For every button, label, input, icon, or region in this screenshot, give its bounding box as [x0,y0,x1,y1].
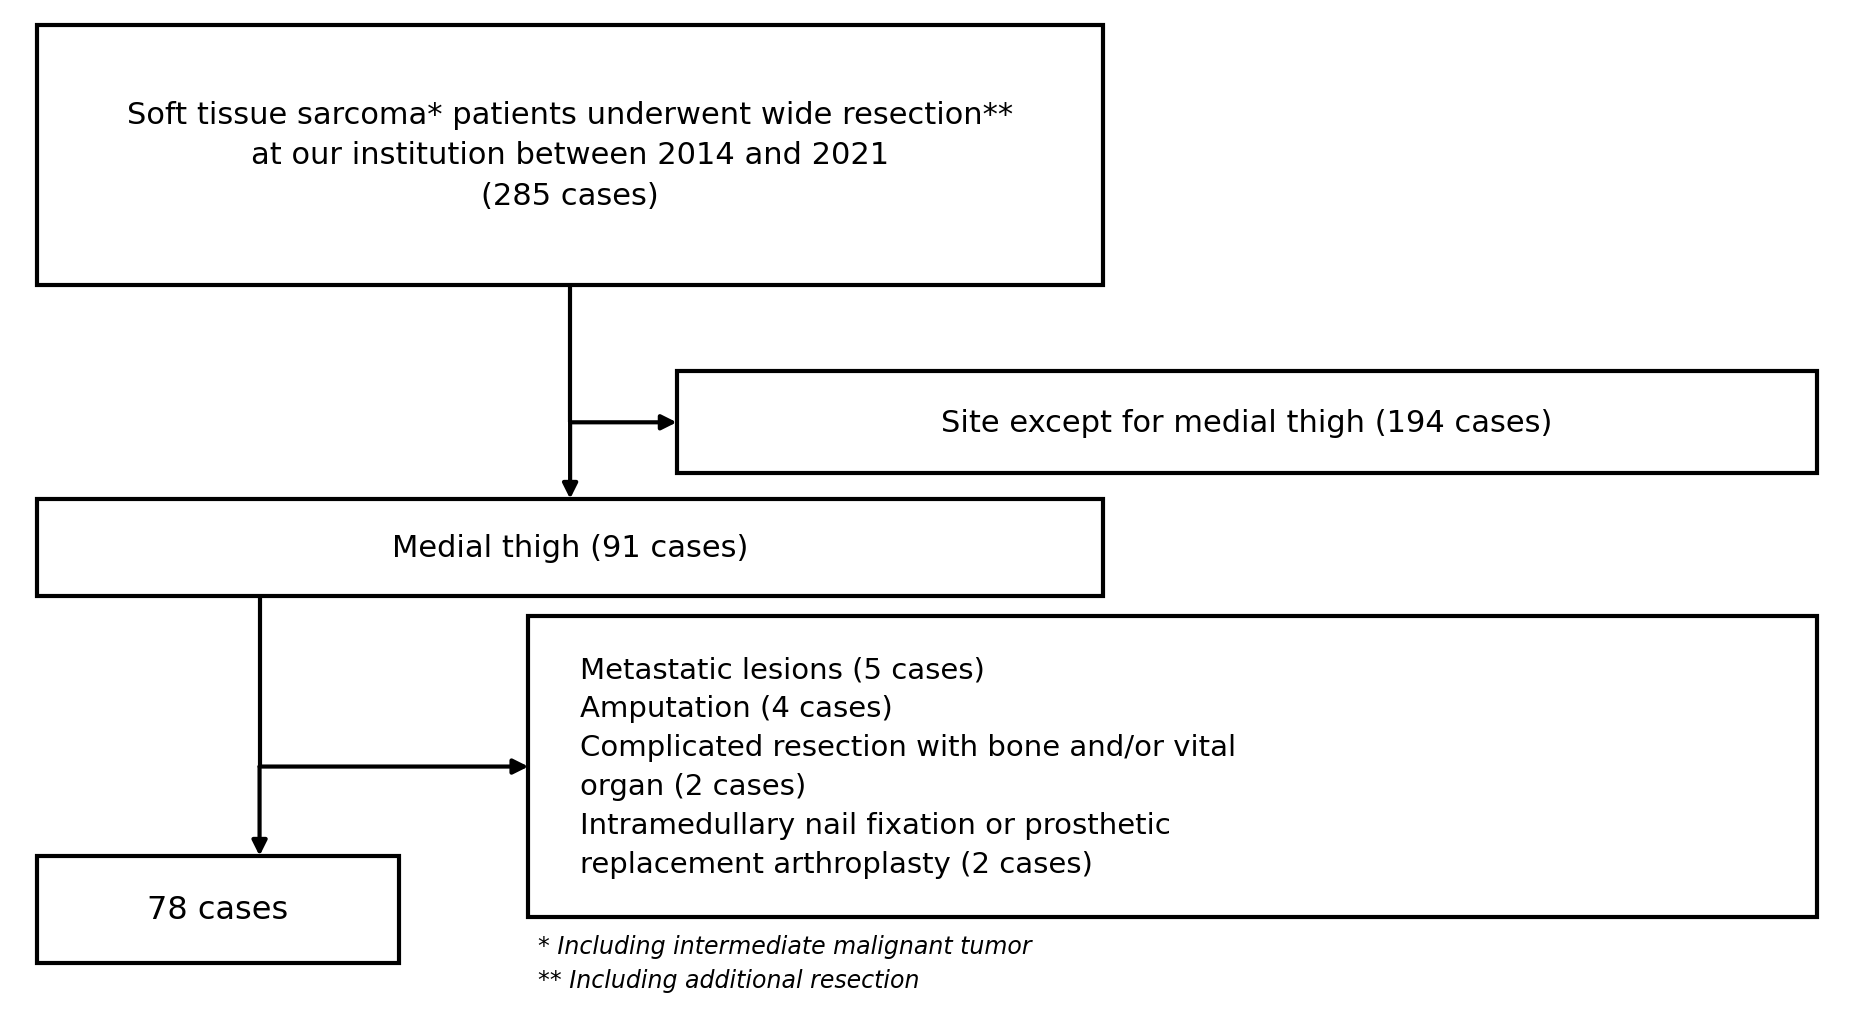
Text: ** Including additional resection: ** Including additional resection [538,968,920,993]
FancyBboxPatch shape [528,616,1817,917]
FancyBboxPatch shape [37,856,399,963]
FancyBboxPatch shape [37,25,1103,285]
Text: Soft tissue sarcoma* patients underwent wide resection**
at our institution betw: Soft tissue sarcoma* patients underwent … [128,101,1012,210]
Text: 78 cases: 78 cases [146,894,289,925]
Text: Site except for medial thigh (194 cases): Site except for medial thigh (194 cases) [942,409,1552,437]
Text: Metastatic lesions (5 cases)
Amputation (4 cases)
Complicated resection with bon: Metastatic lesions (5 cases) Amputation … [580,655,1237,878]
FancyBboxPatch shape [37,499,1103,596]
FancyBboxPatch shape [677,372,1817,474]
Text: * Including intermediate malignant tumor: * Including intermediate malignant tumor [538,933,1031,958]
Text: Medial thigh (91 cases): Medial thigh (91 cases) [391,533,749,562]
